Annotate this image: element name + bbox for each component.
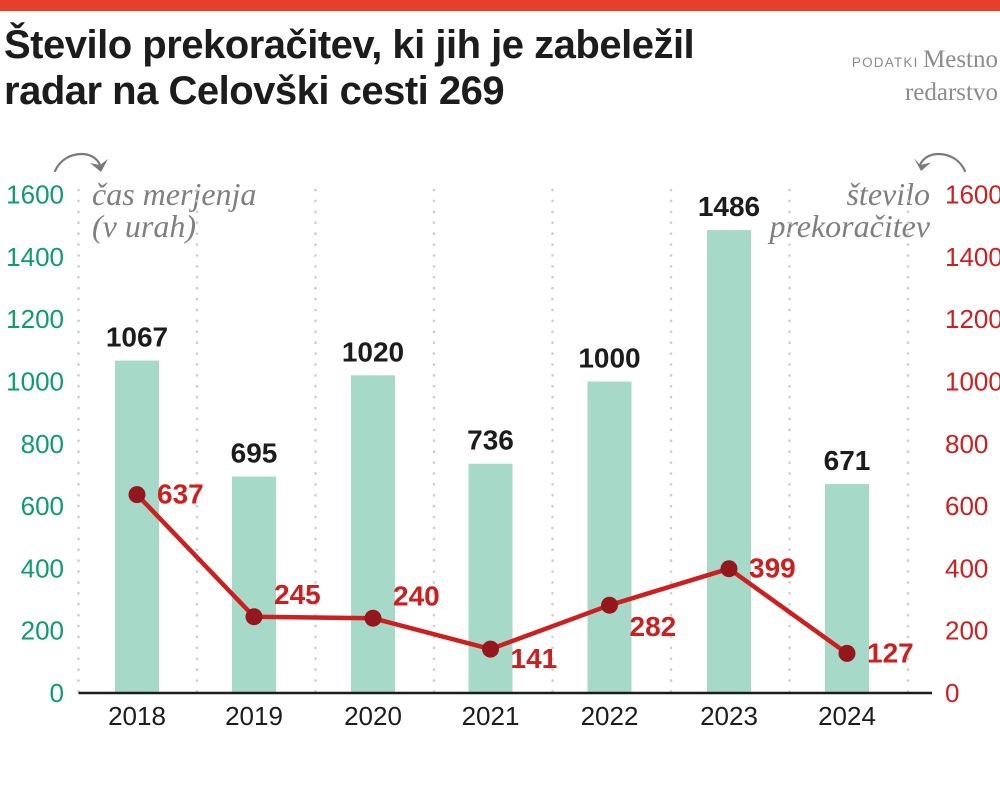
svg-text:1600: 1600 — [6, 180, 64, 210]
svg-text:2021: 2021 — [462, 701, 520, 731]
svg-text:400: 400 — [21, 553, 64, 583]
svg-text:736: 736 — [467, 425, 514, 456]
svg-text:695: 695 — [231, 438, 278, 469]
svg-text:800: 800 — [945, 429, 988, 459]
svg-text:1400: 1400 — [6, 242, 64, 272]
svg-text:400: 400 — [945, 553, 988, 583]
svg-text:671: 671 — [824, 445, 871, 476]
svg-text:1400: 1400 — [945, 242, 1000, 272]
svg-text:637: 637 — [157, 479, 204, 510]
svg-text:2018: 2018 — [108, 701, 166, 731]
svg-text:2020: 2020 — [344, 701, 402, 731]
svg-text:399: 399 — [749, 553, 796, 584]
svg-text:2023: 2023 — [700, 701, 758, 731]
svg-text:245: 245 — [274, 579, 321, 610]
svg-text:2022: 2022 — [581, 701, 639, 731]
svg-text:200: 200 — [21, 616, 64, 646]
svg-text:1200: 1200 — [6, 304, 64, 334]
svg-text:1067: 1067 — [106, 322, 168, 353]
svg-text:600: 600 — [945, 491, 988, 521]
svg-text:1000: 1000 — [578, 343, 640, 374]
svg-text:0: 0 — [945, 678, 959, 708]
svg-text:2024: 2024 — [818, 701, 876, 731]
svg-text:800: 800 — [21, 429, 64, 459]
svg-text:141: 141 — [511, 643, 558, 674]
svg-text:1486: 1486 — [698, 191, 760, 222]
svg-text:240: 240 — [393, 581, 440, 612]
svg-text:1020: 1020 — [342, 336, 404, 367]
svg-text:1200: 1200 — [945, 304, 1000, 334]
svg-text:0: 0 — [50, 678, 64, 708]
svg-text:1000: 1000 — [6, 367, 64, 397]
svg-text:2019: 2019 — [225, 701, 283, 731]
svg-text:600: 600 — [21, 491, 64, 521]
svg-text:200: 200 — [945, 616, 988, 646]
svg-text:127: 127 — [867, 638, 914, 669]
svg-text:1000: 1000 — [945, 367, 1000, 397]
svg-text:282: 282 — [630, 611, 677, 642]
svg-text:1600: 1600 — [945, 180, 1000, 210]
